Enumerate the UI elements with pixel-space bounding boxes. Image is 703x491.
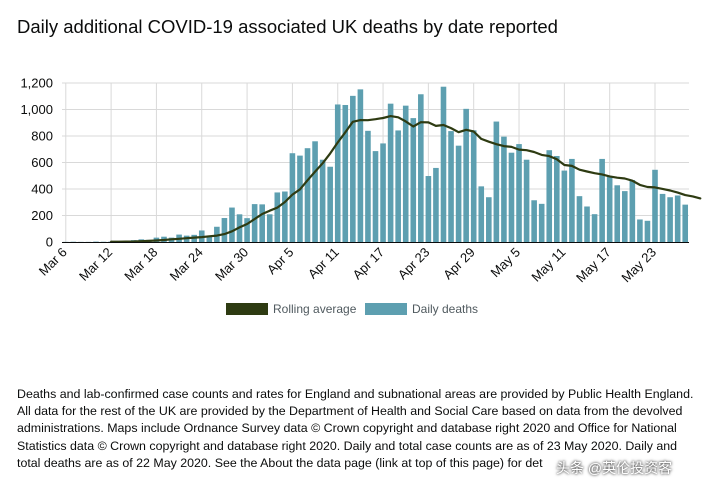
- x-tick-label: Mar 24: [167, 245, 206, 284]
- bar-daily-deaths: [334, 104, 341, 242]
- bar-daily-deaths: [365, 130, 371, 242]
- bar-daily-deaths: [576, 196, 583, 242]
- bar-daily-deaths: [606, 176, 613, 242]
- bar-daily-deaths: [251, 204, 258, 242]
- x-tick-label: May 17: [573, 245, 614, 286]
- bar-daily-deaths: [342, 104, 349, 243]
- legend: Rolling average Daily deaths: [226, 302, 478, 316]
- bar-daily-deaths: [327, 166, 333, 242]
- legend-item: Rolling average: [226, 302, 357, 316]
- bar-daily-deaths: [357, 89, 364, 242]
- bar-daily-deaths: [621, 191, 628, 242]
- bar-daily-deaths: [372, 151, 379, 242]
- bar-daily-deaths: [470, 130, 477, 242]
- bar-daily-deaths: [350, 95, 356, 242]
- bar-daily-deaths: [221, 218, 228, 242]
- bar-daily-deaths: [493, 121, 500, 242]
- x-tick-label: Apr 29: [440, 245, 478, 283]
- bar-daily-deaths: [418, 94, 424, 242]
- chart: 0 200 400 600 800 1,000 1,200 Mar 6 Mar 12 Mar 18…: [20, 76, 702, 316]
- bar-daily-deaths: [304, 148, 311, 242]
- line-series-rolling-average: [109, 114, 702, 243]
- bar-daily-deaths: [266, 214, 273, 242]
- y-tick-label: 1,200: [20, 76, 53, 91]
- rolling-average-line: [109, 114, 702, 243]
- bar-daily-deaths: [486, 197, 492, 242]
- bar-daily-deaths: [395, 130, 401, 242]
- bar-daily-deaths: [455, 145, 462, 242]
- legend-swatch: [365, 303, 407, 315]
- x-tick-label: May 5: [488, 245, 524, 281]
- x-tick-label: Apr 23: [395, 245, 433, 283]
- legend-label: Daily deaths: [412, 302, 478, 316]
- bar-daily-deaths: [538, 203, 545, 242]
- bar-daily-deaths: [554, 156, 560, 242]
- legend-swatch: [226, 303, 268, 315]
- bar-daily-deaths: [569, 158, 575, 242]
- bar-daily-deaths: [637, 219, 643, 242]
- x-tick-label: Apr 5: [264, 245, 297, 278]
- legend-label: Rolling average: [273, 302, 357, 316]
- bar-daily-deaths: [523, 159, 530, 242]
- bar-daily-deaths: [629, 179, 636, 242]
- bar-daily-deaths: [463, 108, 469, 243]
- bar-daily-deaths: [501, 136, 507, 242]
- bar-daily-deaths: [387, 103, 394, 242]
- bar-daily-deaths: [244, 218, 250, 242]
- footnote: Deaths and lab-confirmed case counts and…: [17, 387, 694, 470]
- bar-daily-deaths: [508, 152, 515, 242]
- bar-daily-deaths: [561, 170, 568, 242]
- bar-daily-deaths: [289, 153, 296, 242]
- y-tick-label: 600: [31, 155, 53, 170]
- bar-daily-deaths: [425, 176, 432, 242]
- bar-daily-deaths: [448, 131, 454, 242]
- bar-daily-deaths: [516, 144, 522, 242]
- bar-daily-deaths: [259, 204, 265, 242]
- bar-daily-deaths: [297, 155, 303, 242]
- bar-daily-deaths: [229, 207, 235, 242]
- bar-daily-deaths: [282, 191, 288, 242]
- x-tick-label: Mar 6: [36, 245, 70, 279]
- legend-item: Daily deaths: [365, 302, 478, 316]
- bar-daily-deaths: [614, 185, 621, 242]
- bar-daily-deaths: [644, 220, 651, 242]
- x-tick-label: Mar 12: [76, 245, 115, 284]
- bar-daily-deaths: [478, 186, 485, 242]
- y-tick-label: 200: [31, 208, 53, 223]
- x-tick-label: May 11: [528, 245, 568, 285]
- bar-daily-deaths: [206, 236, 213, 242]
- y-tick-label: 800: [31, 129, 53, 144]
- bar-daily-deaths: [659, 193, 666, 242]
- bar-daily-deaths: [440, 86, 447, 243]
- x-tick-label: Mar 30: [212, 245, 251, 284]
- bar-daily-deaths: [599, 158, 605, 242]
- bar-daily-deaths: [214, 226, 220, 242]
- y-tick-label: 0: [46, 235, 53, 250]
- y-tick-label: 1,000: [20, 102, 53, 117]
- bar-daily-deaths: [584, 206, 590, 242]
- bar-daily-deaths: [531, 200, 537, 242]
- bar-daily-deaths: [410, 118, 417, 242]
- bar-daily-deaths: [380, 143, 386, 242]
- chart-title: Daily additional COVID-19 associated UK …: [17, 16, 558, 37]
- bar-daily-deaths: [312, 141, 318, 242]
- bar-daily-deaths: [682, 204, 689, 242]
- y-tick-label: 400: [31, 182, 53, 197]
- bar-daily-deaths: [667, 197, 673, 242]
- bar-daily-deaths: [546, 150, 553, 242]
- bar-daily-deaths: [433, 167, 439, 242]
- bar-daily-deaths: [319, 159, 326, 242]
- x-tick-label: Mar 18: [121, 245, 160, 284]
- x-tick-label: Apr 17: [349, 245, 387, 283]
- bar-daily-deaths: [652, 169, 658, 242]
- bar-daily-deaths: [674, 195, 681, 242]
- bar-daily-deaths: [591, 214, 598, 242]
- bar-daily-deaths: [402, 105, 409, 242]
- bar-daily-deaths: [274, 192, 281, 242]
- bar-series-daily-deaths: [62, 86, 689, 243]
- watermark: 头条 @英伦投资客: [556, 460, 673, 476]
- x-tick-label: Apr 11: [305, 245, 342, 282]
- x-tick-label: May 23: [618, 245, 659, 286]
